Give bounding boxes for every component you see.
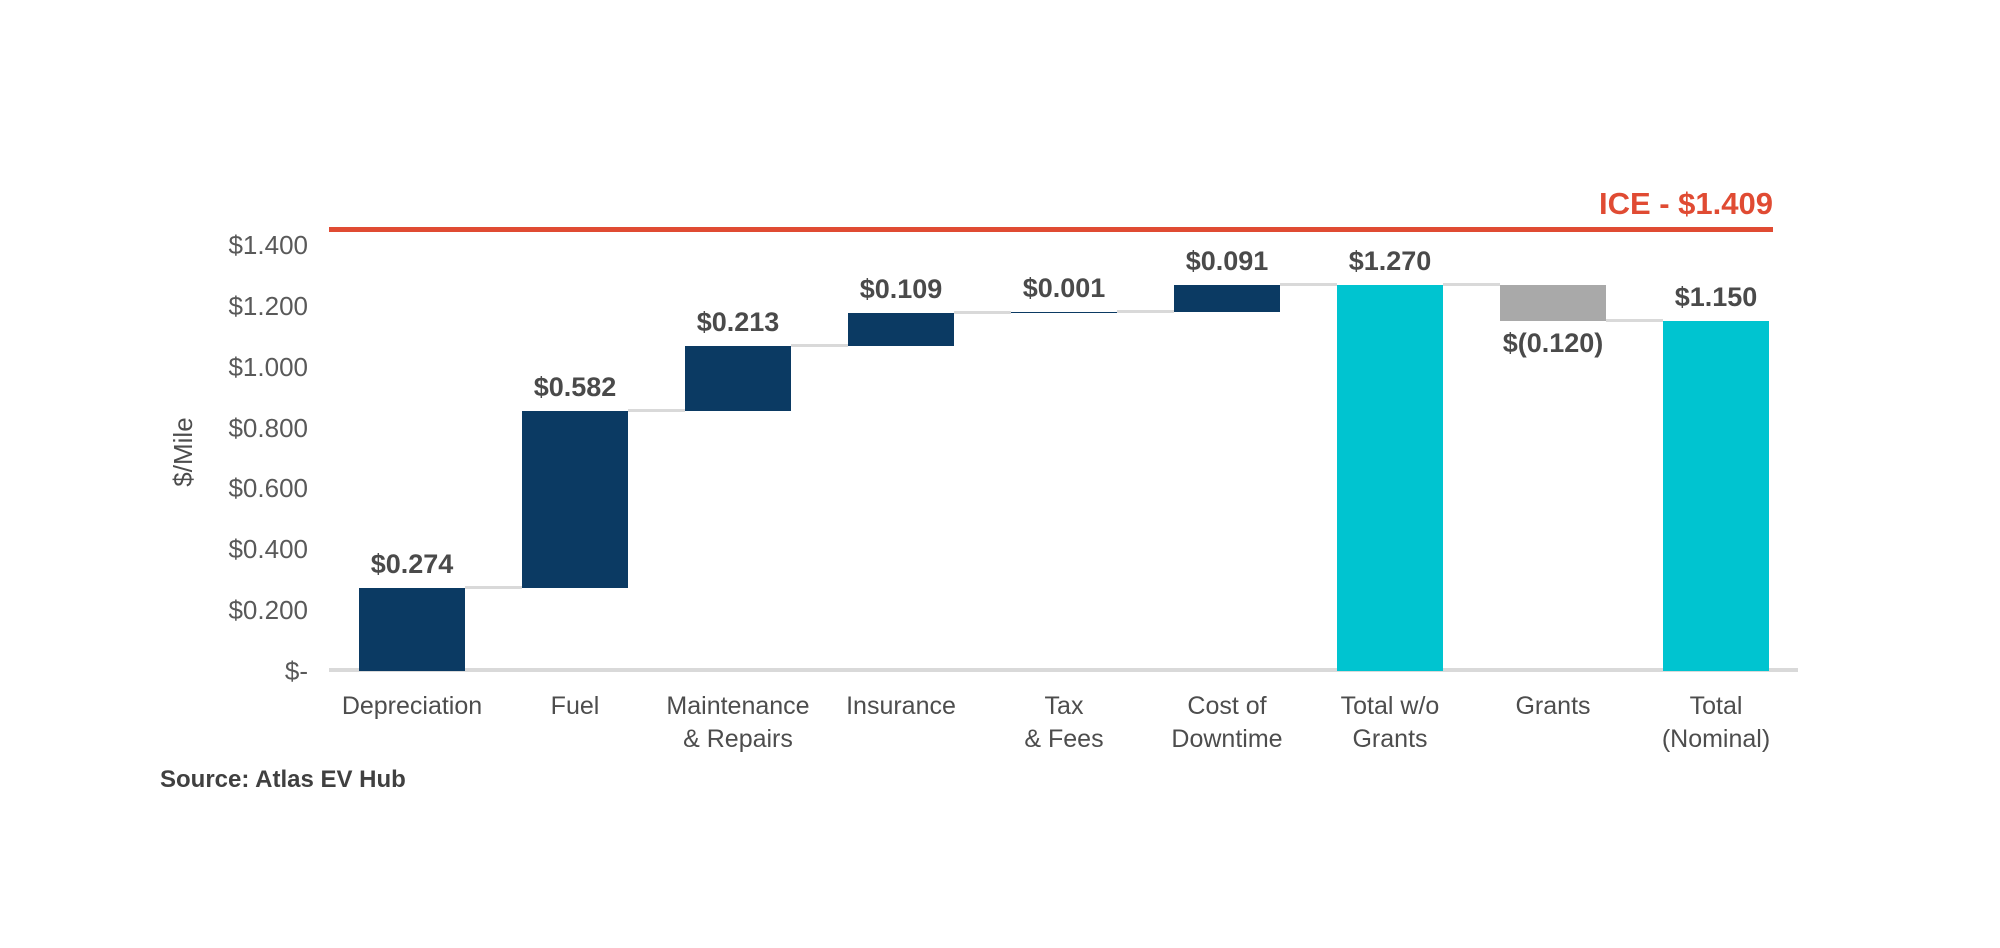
category-label: Cost of Downtime bbox=[1171, 692, 1283, 753]
source-note: Source: Atlas EV Hub bbox=[160, 766, 406, 793]
ice-reference-label: ICE - $1.409 bbox=[1598, 186, 1773, 221]
bar-connector bbox=[465, 585, 522, 589]
value-label: $0.582 bbox=[533, 371, 617, 402]
bar-connector bbox=[1606, 319, 1663, 323]
y-tick-label: $1.400 bbox=[228, 230, 308, 260]
value-label: $0.109 bbox=[859, 273, 943, 304]
waterfall-bar-increase bbox=[1174, 284, 1280, 313]
category-label: Depreciation bbox=[341, 692, 483, 720]
y-tick-label: $1.000 bbox=[228, 351, 308, 382]
value-label: $0.001 bbox=[1022, 273, 1106, 304]
value-label: $0.274 bbox=[370, 548, 454, 579]
bar-connector bbox=[954, 310, 1011, 314]
waterfall-bar-increase bbox=[848, 312, 954, 346]
bar-connector bbox=[1443, 282, 1500, 286]
category-label: Grants bbox=[1515, 692, 1591, 720]
y-tick-label: $0.200 bbox=[228, 595, 308, 626]
value-label: $1.150 bbox=[1674, 282, 1758, 313]
ice-reference-line bbox=[329, 227, 1773, 232]
y-tick-label: $1.200 bbox=[228, 290, 308, 321]
waterfall-bar-decrease bbox=[1500, 284, 1606, 322]
bar-connector bbox=[791, 343, 848, 347]
value-label: $0.091 bbox=[1185, 245, 1269, 276]
bar-connector bbox=[628, 408, 685, 412]
category-label: Fuel bbox=[550, 692, 600, 720]
value-label: $(0.120) bbox=[1502, 328, 1604, 359]
y-tick-label: $0.800 bbox=[228, 412, 308, 443]
value-label: $1.270 bbox=[1348, 245, 1432, 276]
bar-connector bbox=[1280, 282, 1337, 286]
x-axis-baseline bbox=[329, 668, 1798, 672]
y-tick-label: $- bbox=[284, 656, 308, 686]
category-label: Maintenance & Repairs bbox=[666, 692, 810, 753]
y-tick-label: $0.400 bbox=[228, 534, 308, 565]
waterfall-bar-increase bbox=[685, 345, 791, 411]
bar-connector bbox=[1117, 310, 1174, 314]
value-label: $0.213 bbox=[696, 306, 780, 337]
waterfall-bar-increase bbox=[522, 410, 628, 588]
category-label: Total w/o Grants bbox=[1340, 692, 1440, 753]
y-tick-label: $0.600 bbox=[228, 473, 308, 504]
waterfall-bar-total bbox=[1663, 321, 1769, 671]
category-label: Total (Nominal) bbox=[1661, 692, 1771, 753]
waterfall-bar-increase bbox=[359, 587, 465, 671]
category-label: Tax & Fees bbox=[1024, 692, 1104, 753]
category-label: Insurance bbox=[846, 692, 956, 720]
waterfall-bar-total bbox=[1337, 284, 1443, 671]
